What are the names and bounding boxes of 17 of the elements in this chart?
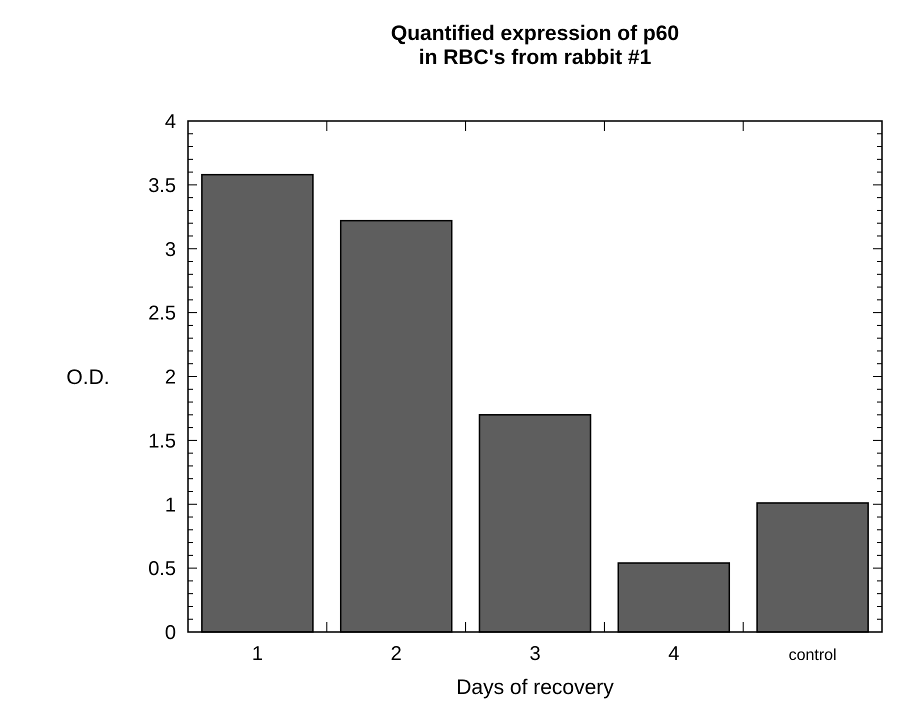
y-tick-label: 3.5 xyxy=(148,174,176,197)
y-tick-label: 1 xyxy=(164,494,176,516)
y-tick-label: 1.5 xyxy=(148,430,176,452)
x-tick-label: 4 xyxy=(668,643,680,665)
y-tick-label: 0 xyxy=(164,622,176,644)
y-tick-label: 3 xyxy=(164,238,176,261)
y-tick-label: 2 xyxy=(164,366,176,388)
y-axis-title: O.D. xyxy=(66,366,110,389)
x-tick-label: 1 xyxy=(252,643,263,665)
chart-title: Quantified expression of p60 in RBC's from rabbit #1 xyxy=(390,22,680,69)
y-tick-label: 2.5 xyxy=(148,302,176,325)
x-tick-label: 3 xyxy=(529,643,541,665)
x-axis-title: Days of recovery xyxy=(456,676,614,699)
y-tick-label: 4 xyxy=(164,111,176,133)
y-tick-label: 0.5 xyxy=(148,558,176,580)
x-tick-label: control xyxy=(788,647,837,664)
x-tick-label: 2 xyxy=(390,643,402,665)
